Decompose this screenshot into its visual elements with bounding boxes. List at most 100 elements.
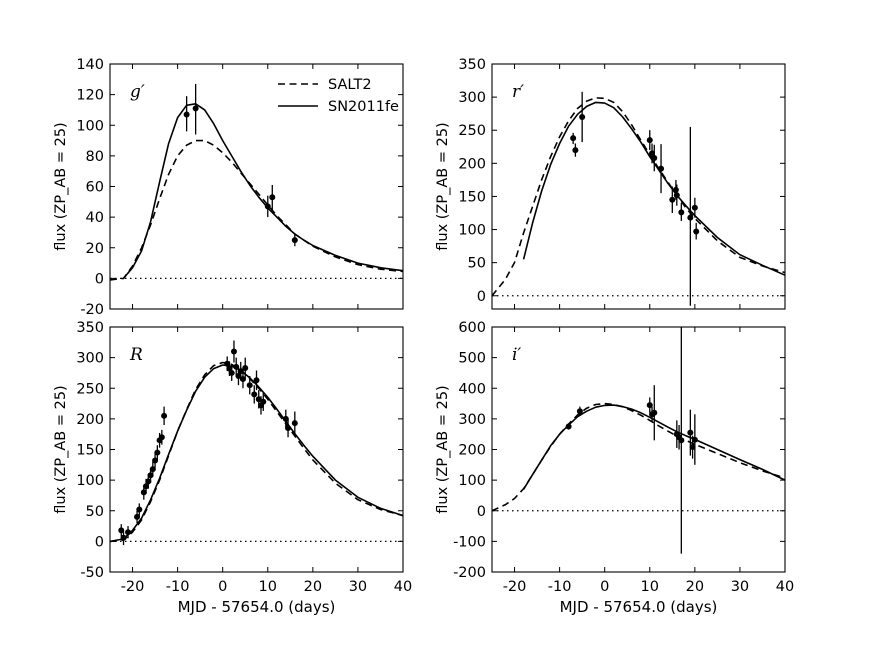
data-point	[649, 150, 656, 157]
data-point	[285, 425, 292, 432]
band-label: g′	[130, 82, 145, 102]
data-point	[253, 377, 260, 384]
data-point	[125, 529, 132, 536]
x-tick-label: 40	[776, 579, 794, 595]
y-tick-label: 200	[458, 156, 486, 172]
data-point	[235, 373, 242, 379]
x-tick-label: 40	[394, 579, 412, 595]
data-point	[282, 415, 289, 422]
y-tick-label: 20	[86, 241, 104, 257]
data-point	[291, 420, 298, 427]
data-point	[572, 147, 579, 154]
y-tick-label: 40	[86, 210, 104, 226]
data-point	[570, 135, 577, 142]
x-tick-label: 10	[259, 579, 277, 595]
y-tick-label: 100	[76, 118, 104, 134]
data-point	[269, 194, 276, 201]
data-point	[161, 412, 168, 419]
data-point	[673, 192, 680, 199]
data-point	[678, 437, 685, 444]
y-tick-label: 0	[477, 289, 486, 305]
y-tick-label: 80	[86, 149, 104, 165]
plot-area	[492, 327, 785, 554]
y-tick-label: 140	[76, 57, 104, 73]
y-tick-label: 300	[458, 90, 486, 106]
panel-r-prime: 0 50 100 150 200 250 300 350 flux (ZP_AB = 25) r′	[435, 57, 786, 310]
data-point	[669, 196, 676, 203]
data-point	[264, 203, 271, 210]
y-tick-label: 60	[86, 180, 104, 196]
data-point	[651, 409, 658, 416]
y-tick-label: 200	[76, 412, 104, 428]
y-axis-label: flux (ZP_AB = 25)	[435, 122, 451, 250]
y-tick-label: 0	[95, 271, 104, 287]
x-tick-label: 20	[304, 579, 322, 595]
x-tick-label: -20	[121, 579, 145, 595]
data-point	[183, 111, 190, 118]
data-point	[145, 478, 152, 485]
x-tick-label: 30	[731, 579, 749, 595]
y-tick-label: 600	[458, 320, 486, 336]
y-tick-label: 300	[76, 351, 104, 367]
y-tick-label: 150	[76, 443, 104, 459]
y-tick-label: 350	[458, 57, 486, 73]
data-point	[691, 436, 698, 443]
data-point	[658, 165, 665, 172]
data-point	[149, 466, 156, 473]
data-point	[154, 449, 161, 456]
data-point	[646, 402, 653, 409]
x-tick-label: -10	[548, 579, 572, 595]
panel-R: -50 0 50 100 150 200 250 300 350 -20 -10 0 10 20 30 40 M…	[53, 320, 412, 616]
legend-entry-label: SN2011fe	[328, 99, 399, 115]
data-point	[242, 365, 249, 372]
y-tick-label: 400	[458, 381, 486, 397]
sn2011fe-curve	[522, 101, 785, 276]
data-point	[260, 398, 267, 405]
panel-g-prime: -20 0 20 40 60 80 100 120 140 flux (ZP_AB = 25) g′…	[53, 57, 404, 318]
y-axis-label: flux (ZP_AB = 25)	[53, 385, 69, 513]
salt2-curve	[110, 139, 403, 281]
y-tick-label: 100	[76, 473, 104, 489]
band-label: i′	[512, 345, 521, 365]
y-tick-label: 100	[458, 223, 486, 239]
y-tick-label: 250	[76, 381, 104, 397]
data-point	[691, 204, 698, 211]
data-point	[576, 408, 583, 415]
data-point	[192, 105, 199, 112]
y-tick-label: 300	[458, 412, 486, 428]
data-point	[651, 155, 658, 162]
data-point	[291, 237, 298, 244]
data-point	[687, 214, 694, 221]
data-point	[565, 423, 572, 430]
y-tick-label: 120	[76, 88, 104, 104]
sn2011fe-curve	[122, 103, 403, 279]
y-tick-label: 0	[95, 534, 104, 550]
data-point	[158, 434, 165, 441]
plot-area	[492, 91, 785, 306]
y-tick-label: 100	[458, 473, 486, 489]
y-tick-label: 150	[458, 189, 486, 205]
x-tick-label: 10	[641, 579, 659, 595]
x-axis-label: MJD - 57654.0 (days)	[178, 598, 336, 616]
x-tick-label: -10	[166, 579, 190, 595]
y-tick-label: -200	[453, 565, 486, 581]
plot-area	[110, 83, 403, 281]
plot-area	[110, 340, 403, 546]
data-point	[120, 534, 127, 541]
x-tick-label: 20	[686, 579, 704, 595]
y-tick-label: 0	[477, 504, 486, 520]
data-point	[230, 348, 237, 355]
y-tick-label: 200	[458, 443, 486, 459]
data-point	[687, 429, 694, 436]
x-tick-label: -20	[503, 579, 527, 595]
data-point	[579, 113, 586, 120]
y-tick-label: -20	[80, 302, 104, 318]
data-point	[251, 391, 258, 398]
data-point	[140, 489, 147, 496]
sn2011fe-curve	[522, 404, 785, 490]
x-tick-label: 0	[218, 579, 227, 595]
y-tick-label: 250	[458, 123, 486, 139]
data-point	[152, 457, 159, 464]
